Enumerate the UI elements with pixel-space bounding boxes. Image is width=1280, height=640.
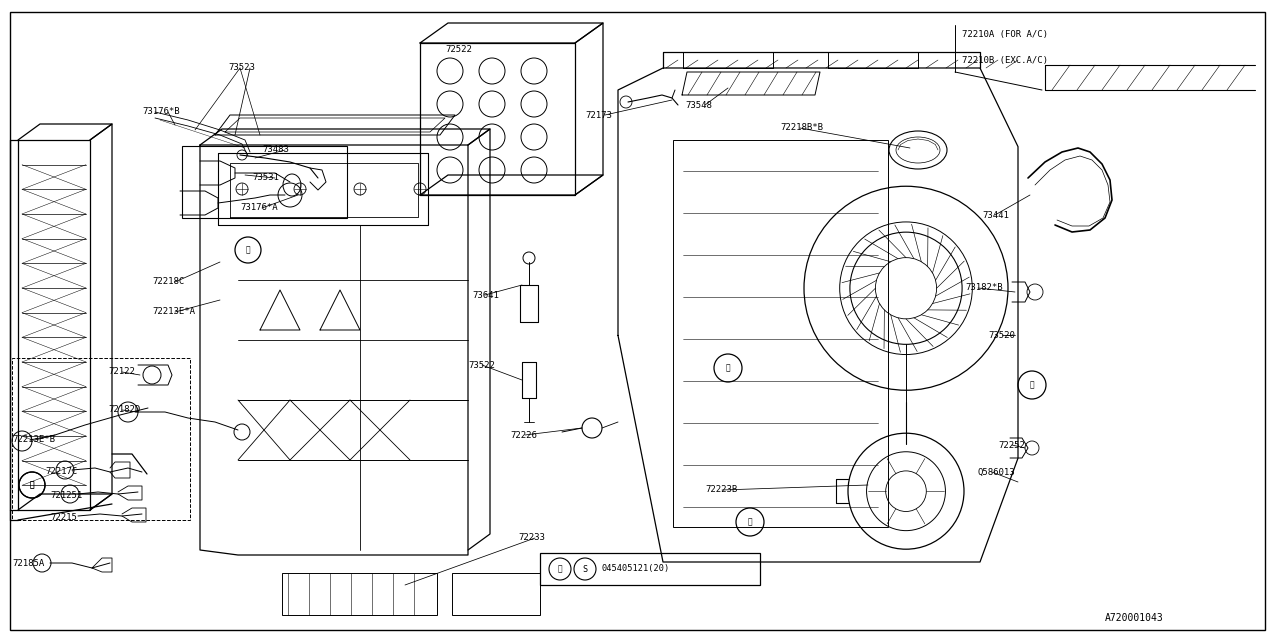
Text: 72252: 72252 (998, 440, 1025, 449)
Text: 73520: 73520 (988, 330, 1015, 339)
Bar (673, 140, 888, 527)
Text: 72522: 72522 (445, 45, 472, 54)
Text: 72218B*B: 72218B*B (780, 124, 823, 132)
Text: 73531: 73531 (252, 173, 279, 182)
Text: Q586013: Q586013 (978, 467, 1015, 477)
Text: 72226: 72226 (509, 431, 536, 440)
Text: 72173: 72173 (585, 111, 612, 120)
Bar (182, 146, 347, 218)
Text: 72213E*B: 72213E*B (12, 435, 55, 445)
Text: 721251: 721251 (50, 490, 82, 499)
Text: 72215: 72215 (50, 513, 77, 522)
Text: 73483: 73483 (262, 145, 289, 154)
Text: ②: ② (1029, 381, 1034, 390)
Text: 73441: 73441 (982, 211, 1009, 220)
Bar (12, 358, 189, 520)
Text: 72182D: 72182D (108, 406, 141, 415)
Text: 73176*A: 73176*A (241, 204, 278, 212)
Text: 72213E*A: 72213E*A (152, 307, 195, 317)
Text: 73548: 73548 (685, 100, 712, 109)
Text: ①: ① (558, 564, 562, 573)
Text: ②: ② (29, 481, 35, 490)
Text: 72185A: 72185A (12, 559, 45, 568)
Text: 73523: 73523 (228, 63, 255, 72)
Text: ①: ① (748, 518, 753, 527)
Text: 72210B (EXC.A/C): 72210B (EXC.A/C) (963, 56, 1048, 65)
Text: 72122: 72122 (108, 367, 134, 376)
Bar (540, 553, 760, 585)
Bar (282, 573, 436, 615)
Text: 73641: 73641 (472, 291, 499, 300)
Bar (452, 573, 540, 615)
Text: 73522: 73522 (468, 360, 495, 369)
Text: 045405121(20): 045405121(20) (602, 564, 671, 573)
Text: A720001043: A720001043 (1105, 613, 1164, 623)
Text: 72217C: 72217C (45, 467, 77, 477)
Text: ①: ① (726, 364, 731, 372)
Text: 72218C: 72218C (152, 278, 184, 287)
Text: S: S (582, 564, 588, 573)
Text: 73182*B: 73182*B (965, 284, 1002, 292)
Text: 72210A (FOR A/C): 72210A (FOR A/C) (963, 31, 1048, 40)
Text: 73176*B: 73176*B (142, 108, 179, 116)
Text: 72223B: 72223B (705, 486, 737, 495)
Text: 72233: 72233 (518, 534, 545, 543)
Text: ①: ① (246, 246, 251, 255)
Text: ②: ② (29, 481, 35, 490)
